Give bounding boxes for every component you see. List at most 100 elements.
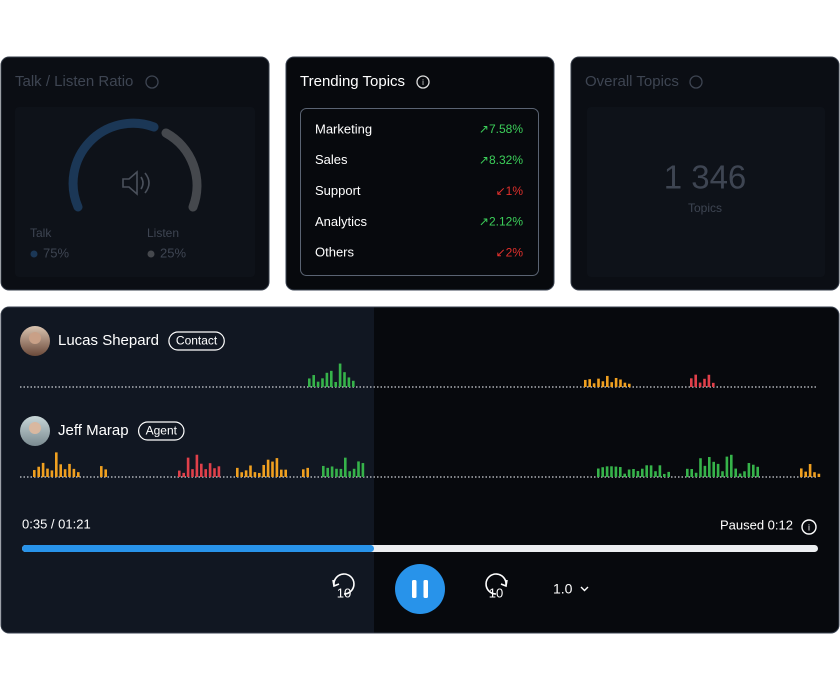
wave-bar — [606, 375, 609, 387]
wave-bar — [77, 472, 80, 477]
wave-bar — [632, 468, 635, 477]
topic-change: ↙1% — [496, 184, 524, 198]
wave-bar — [813, 472, 816, 477]
speed[interactable]: 1.0 — [553, 581, 573, 597]
status: Paused 0:12 — [720, 517, 793, 532]
role-label: Agent — [146, 424, 178, 438]
wave-bar — [41, 462, 45, 477]
wave-bar — [743, 471, 746, 477]
chevron[interactable] — [580, 586, 589, 592]
wave-bar — [707, 374, 711, 387]
info-icon — [416, 75, 430, 89]
wave-bar — [59, 464, 62, 477]
wave-bar — [690, 378, 693, 387]
wave-bar — [708, 457, 711, 477]
wave-bar — [217, 466, 221, 477]
pause-bar — [423, 580, 428, 598]
talk-label: Talk — [30, 226, 52, 240]
wave-bar — [610, 382, 613, 387]
listen-value: 25% — [160, 245, 186, 260]
topic-change: ↗8.32% — [479, 153, 523, 167]
skip-forward-icon[interactable] — [485, 573, 507, 595]
wave-bar — [262, 464, 265, 477]
wave-bar — [667, 471, 670, 477]
topic-name: Others — [315, 245, 355, 260]
time: 0:35 / 01:21 — [22, 516, 91, 531]
speaker-icon — [122, 170, 150, 196]
listen-arc — [161, 128, 202, 212]
wave-bar — [690, 468, 693, 477]
skip-back-icon[interactable] — [333, 573, 355, 595]
wave-bar — [808, 464, 812, 477]
wave-bar — [357, 461, 360, 477]
wave-bar — [213, 468, 216, 477]
wave-bar — [712, 382, 715, 387]
topic-change: ↗2.12% — [479, 215, 523, 229]
wave-bar — [204, 469, 207, 477]
skip-back[interactable]: 10 — [337, 585, 351, 600]
wave-bar — [208, 463, 212, 477]
wave-bar — [804, 471, 807, 477]
arrow-head — [500, 579, 508, 588]
wave-bar — [623, 382, 627, 387]
topic-name: Support — [315, 183, 361, 198]
card-title: Overall Topics — [585, 73, 679, 90]
info-icon — [689, 75, 703, 89]
wave-bar — [306, 467, 309, 477]
wave-bar — [623, 473, 626, 477]
topic-name: Sales — [315, 152, 348, 167]
wave-bar — [339, 468, 343, 477]
skip-forward[interactable]: 10 — [489, 585, 503, 600]
wave-bar — [721, 471, 724, 477]
wave-bar — [50, 470, 54, 477]
wave-bar — [619, 379, 622, 387]
wave-bar — [699, 458, 702, 477]
wave-bar — [33, 470, 36, 477]
wave-bar — [100, 466, 103, 477]
wave-bar — [249, 465, 252, 477]
wave-bar — [253, 472, 257, 477]
pause-bar — [412, 580, 417, 598]
wave-bar — [338, 363, 342, 387]
avatar-head — [29, 422, 41, 434]
trending-card — [285, 56, 555, 291]
wave-bar — [308, 378, 311, 387]
wave-bar — [258, 472, 261, 477]
wave-bar — [628, 383, 631, 387]
wave-bar — [636, 471, 640, 477]
wave-bar — [347, 377, 351, 387]
wave-bar — [266, 459, 270, 477]
pause-button[interactable] — [395, 564, 445, 614]
wave-bar — [322, 465, 325, 477]
speaker-name: Lucas Shepard — [58, 332, 159, 349]
wave-bar — [645, 465, 648, 477]
role-tag — [168, 331, 225, 351]
wave-bar — [752, 464, 755, 477]
wave-bar — [195, 454, 199, 477]
wave-bar — [619, 467, 622, 477]
wave-bar — [352, 380, 355, 387]
wave-bar — [654, 471, 657, 477]
wave-bar — [800, 468, 803, 477]
wave-bar — [72, 468, 76, 477]
wave-bar — [649, 465, 653, 477]
wave-bar — [584, 379, 587, 387]
info-glyph: i — [422, 78, 424, 87]
topics-box — [300, 108, 539, 276]
wave-bar — [200, 463, 203, 477]
wave-bar — [592, 383, 596, 387]
wave-bar — [641, 468, 644, 477]
info-icon — [145, 75, 159, 89]
overall-count: 1 346 — [664, 159, 747, 196]
role-label: Contact — [176, 334, 218, 348]
wave-bar — [614, 466, 618, 477]
wave-bar — [178, 470, 181, 477]
wave-bar — [236, 467, 239, 477]
wave-bar — [104, 469, 107, 477]
wave-bar — [588, 379, 591, 387]
wave-bar — [614, 377, 618, 387]
info-glyph: i — [808, 522, 810, 532]
speaker-name: Jeff Marap — [58, 422, 129, 439]
wave-bar — [756, 466, 759, 477]
